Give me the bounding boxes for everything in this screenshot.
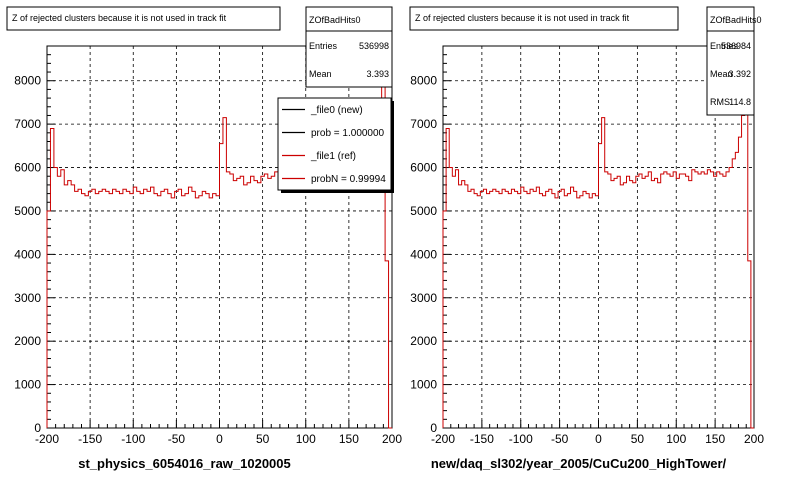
stats-value: 536998 (359, 41, 389, 51)
stats-label: Mean (710, 69, 733, 79)
histogram-series-1 (442, 65, 754, 429)
x-tick-label: 0 (216, 432, 223, 446)
stats-box (706, 6, 755, 116)
y-tick-label: 2000 (410, 334, 437, 348)
x-tick-label: 200 (744, 432, 764, 446)
x-tick-label: -50 (551, 432, 569, 446)
y-tick-label: 7000 (410, 117, 437, 131)
y-tick-label: 7000 (14, 117, 41, 131)
legend-label: _file1 (ref) (310, 151, 356, 162)
y-tick-label: 4000 (410, 247, 437, 261)
y-tick-label: 3000 (14, 291, 41, 305)
x-tick-label: -50 (168, 432, 186, 446)
chart-panel-1: -200 -150 -100 -50 0 50 100 150 2000100020003000… (6, 6, 402, 471)
y-tick-label: 5000 (14, 204, 41, 218)
y-tick-label: 3000 (410, 291, 437, 305)
stats-name: ZOfBadHits0 (309, 15, 361, 25)
y-tick-label: 8000 (14, 74, 41, 88)
x-tick-label: -100 (509, 432, 533, 446)
stats-label: Entries (710, 41, 739, 51)
y-tick-label: 6000 (14, 161, 41, 175)
y-tick-label: 8000 (410, 74, 437, 88)
x-tick-label: -100 (121, 432, 145, 446)
y-tick-label: 5000 (410, 204, 437, 218)
title-box (6, 6, 281, 31)
x-tick-label: -150 (78, 432, 102, 446)
legend-label: prob = 1.000000 (311, 128, 385, 139)
legend-box (277, 97, 392, 191)
y-tick-label: 6000 (410, 161, 437, 175)
chart-panel-2: -200 -150 -100 -50 0 50 100 150 2000100020003000… (409, 6, 764, 471)
stats-name: ZOfBadHits0 (710, 15, 762, 25)
stats-label: RMS (710, 97, 730, 107)
stats-value: 536984 (721, 41, 751, 51)
x-axis-label: st_physics_6054016_raw_1020005 (78, 456, 291, 471)
stats-label: Entries (309, 41, 338, 51)
x-tick-label: 50 (631, 432, 645, 446)
y-tick-label: 4000 (14, 247, 41, 261)
x-axis-label: new/daq_sl302/year_2005/CuCu200_HighTowe… (431, 456, 727, 471)
y-tick-label: 0 (430, 421, 437, 435)
title-box (409, 6, 679, 31)
legend-label: _file0 (new) (310, 105, 363, 116)
x-tick-label: 50 (256, 432, 270, 446)
legend-label: probN = 0.99994 (311, 174, 386, 185)
stats-value: 3.393 (366, 69, 389, 79)
x-tick-label: 100 (296, 432, 316, 446)
y-tick-label: 1000 (410, 378, 437, 392)
x-tick-label: 150 (705, 432, 725, 446)
x-tick-label: -200 (431, 432, 455, 446)
stats-label: Mean (309, 69, 332, 79)
stats-box (305, 6, 393, 88)
stats-value: 3.392 (728, 69, 751, 79)
x-tick-label: -200 (35, 432, 59, 446)
x-tick-label: -150 (470, 432, 494, 446)
x-tick-label: 0 (595, 432, 602, 446)
chart-title: Z of rejected clusters because it is not… (12, 13, 227, 23)
x-tick-label: 200 (382, 432, 402, 446)
y-tick-label: 0 (34, 421, 41, 435)
x-tick-label: 100 (666, 432, 686, 446)
y-tick-label: 1000 (14, 378, 41, 392)
chart-title: Z of rejected clusters because it is not… (415, 13, 630, 23)
stats-value: 114.8 (729, 97, 751, 107)
y-tick-label: 2000 (14, 334, 41, 348)
x-tick-label: 150 (339, 432, 359, 446)
